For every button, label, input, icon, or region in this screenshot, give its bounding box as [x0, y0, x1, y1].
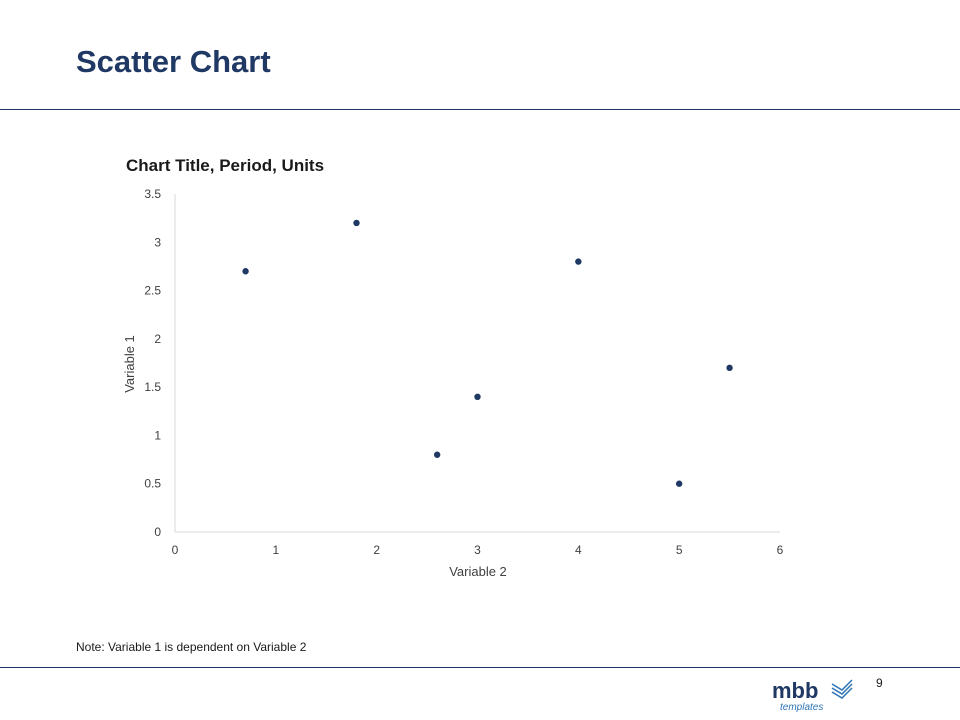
y-tick-label: 0 [154, 525, 161, 539]
x-tick-label: 3 [474, 543, 481, 557]
chart-title: Chart Title, Period, Units [126, 156, 325, 175]
y-axis-label: Variable 1 [122, 335, 137, 393]
scatter-point [353, 219, 360, 227]
logo-wordmark: mbb [772, 678, 818, 703]
y-tick-label: 3.5 [144, 187, 161, 201]
logo-subtitle: templates [780, 702, 823, 712]
scatter-point [675, 480, 683, 487]
scatter-point [433, 451, 441, 458]
book-icon [831, 679, 853, 699]
top-divider [0, 109, 960, 110]
y-tick-label: 2 [154, 332, 161, 346]
scatter-point [575, 258, 582, 265]
scatter-point [726, 364, 733, 372]
mbb-logo: mbb templates [772, 678, 853, 712]
scatter-point [474, 393, 481, 400]
x-tick-label: 4 [575, 543, 582, 557]
chart-tick-labels: 0 1 2 3 4 5 6 0 0.5 1 1.5 2 2.5 3 3.5 [144, 187, 783, 557]
x-tick-label: 6 [777, 543, 784, 557]
y-tick-label: 1.5 [144, 380, 161, 394]
y-tick-label: 3 [154, 235, 161, 249]
y-tick-label: 0.5 [144, 477, 161, 491]
x-tick-label: 1 [272, 543, 279, 557]
x-axis-label: Variable 2 [449, 564, 507, 579]
bottom-divider [0, 667, 960, 668]
x-tick-label: 5 [676, 543, 683, 557]
chart-axes [174, 194, 780, 533]
x-tick-label: 0 [172, 543, 179, 557]
chart-points [242, 219, 733, 487]
slide-title: Scatter Chart [76, 44, 271, 79]
scatter-point [242, 268, 249, 275]
footnote: Note: Variable 1 is dependent on Variabl… [76, 640, 307, 654]
y-tick-label: 1 [154, 428, 161, 442]
y-tick-label: 2.5 [144, 284, 161, 298]
page-number: 9 [876, 676, 883, 690]
x-tick-label: 2 [373, 543, 380, 557]
